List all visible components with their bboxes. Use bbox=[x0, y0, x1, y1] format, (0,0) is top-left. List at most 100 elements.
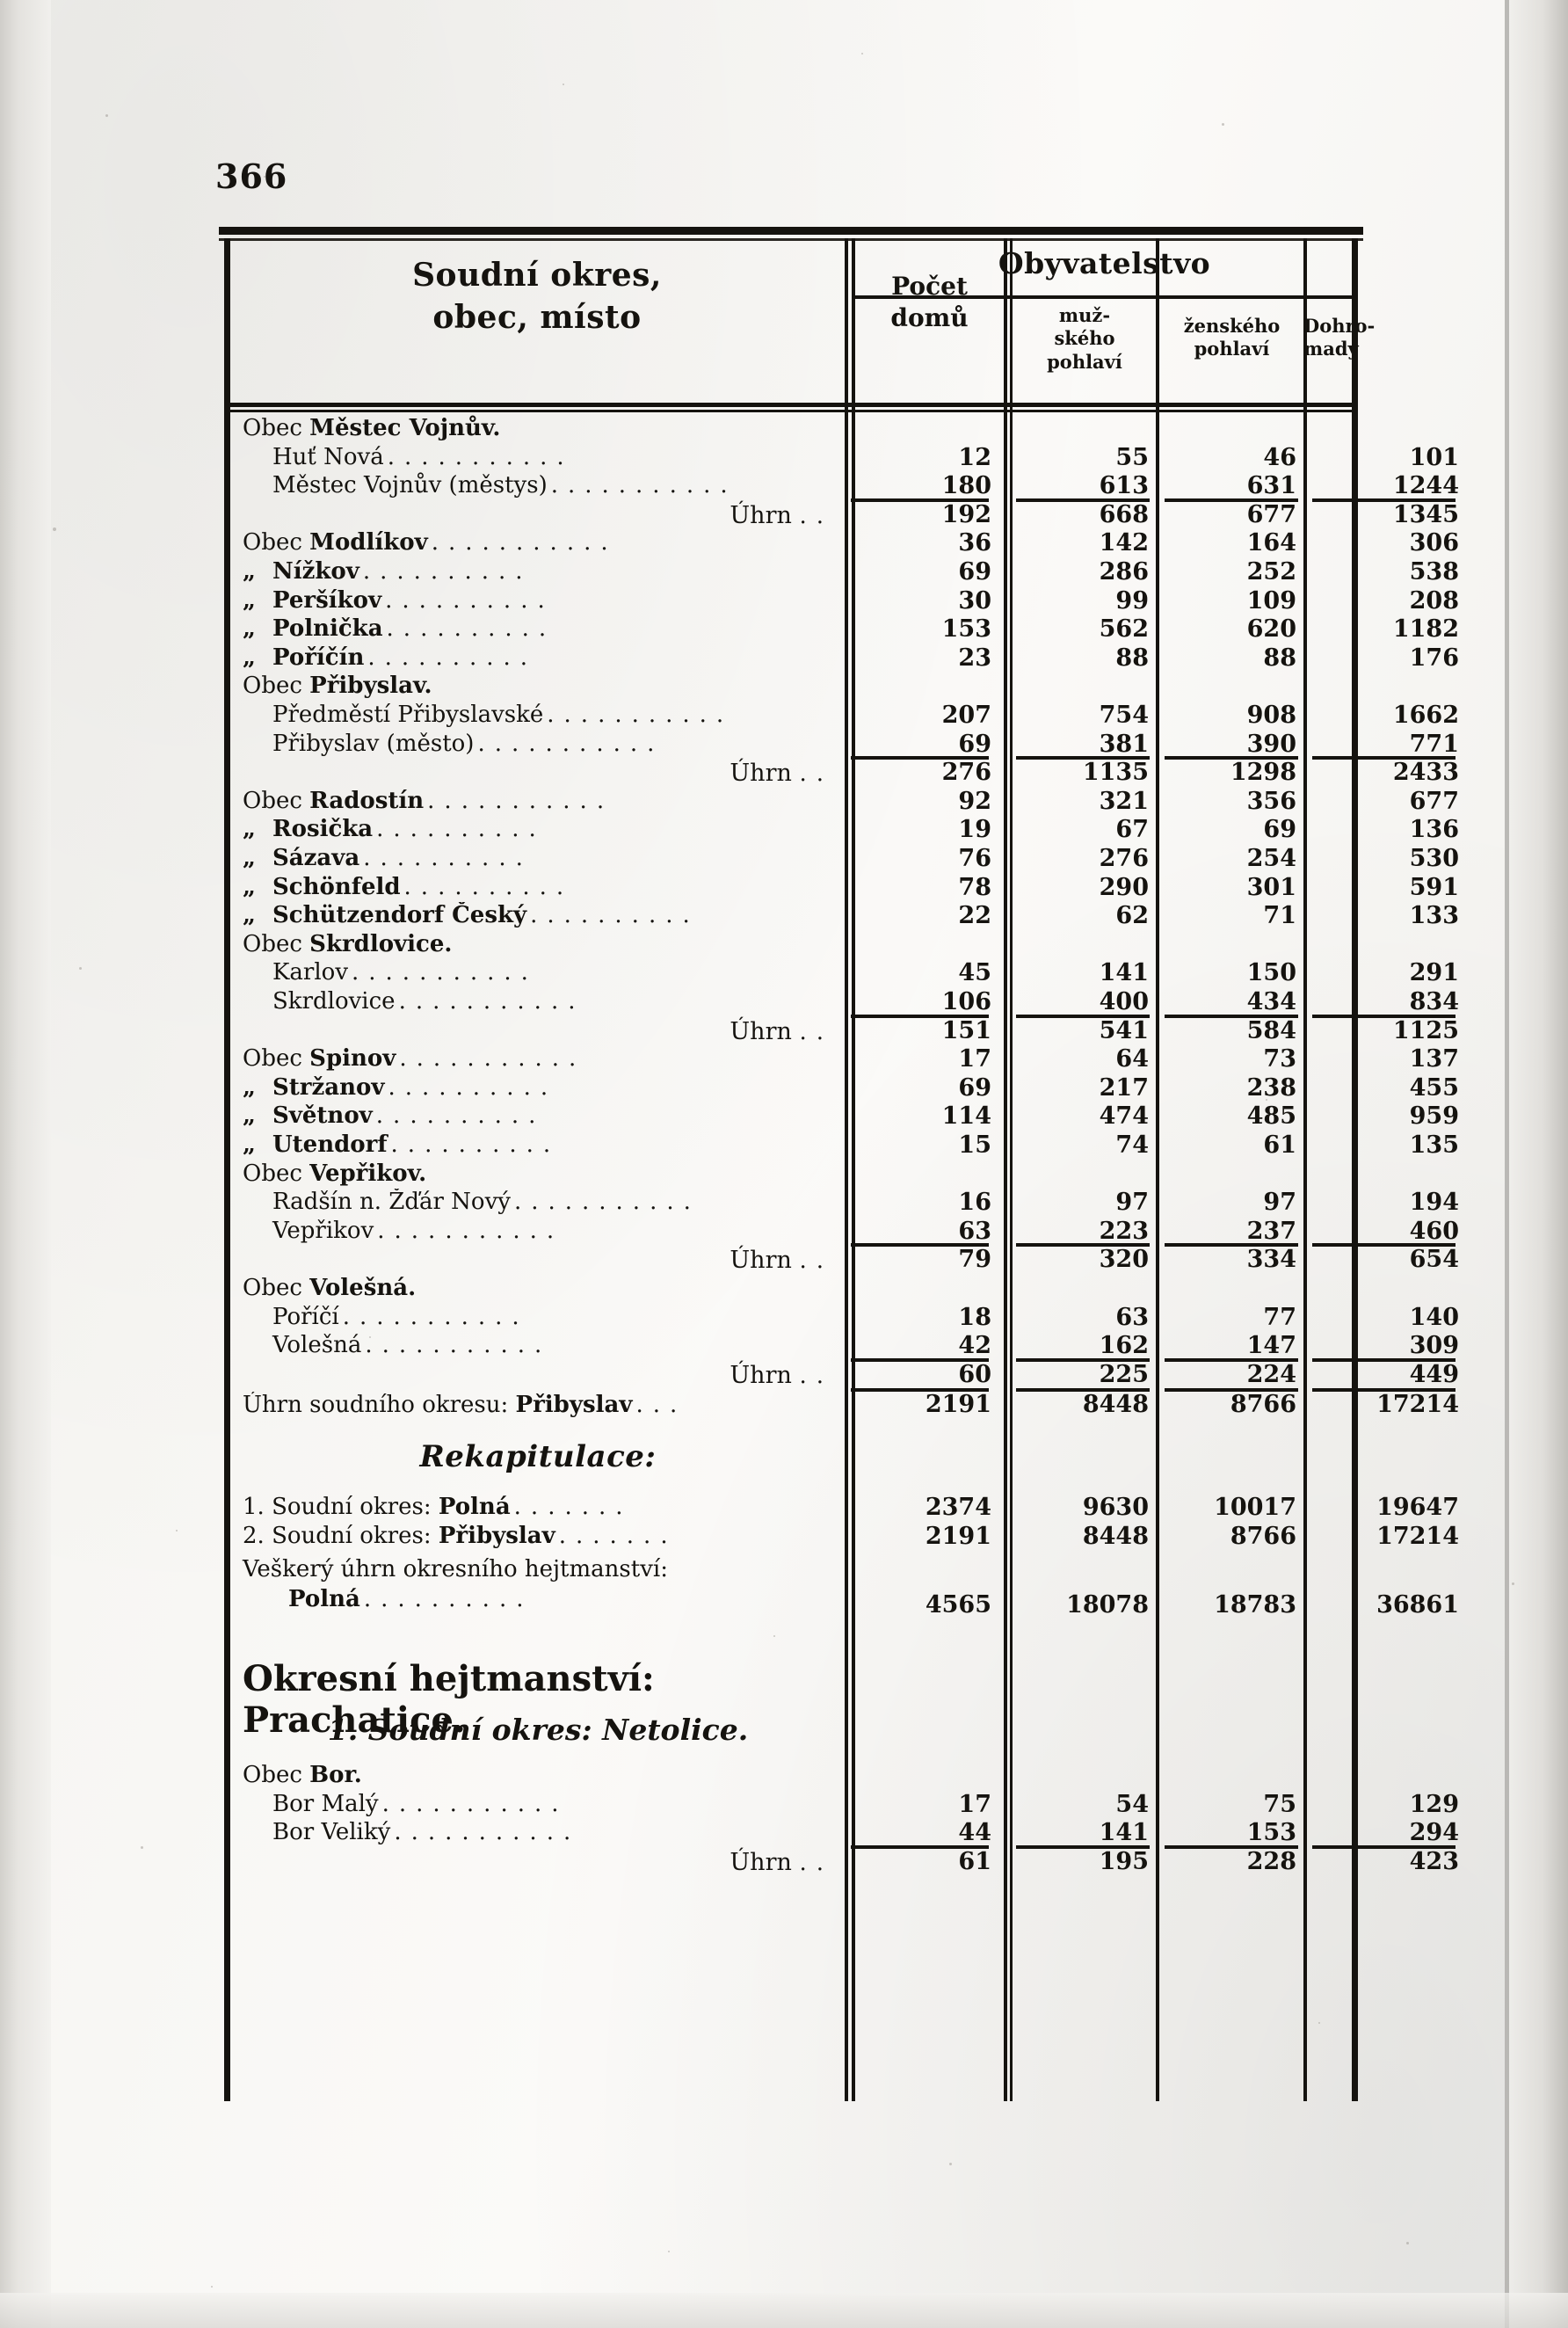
cell-total: 1662 bbox=[1392, 702, 1459, 729]
subtotal-label: Úhrn bbox=[730, 760, 792, 788]
column-separator-1a bbox=[845, 238, 848, 2101]
cell-male: 142 bbox=[1099, 529, 1149, 557]
subtotal-rule bbox=[1165, 1243, 1298, 1248]
court-district-heading: 1. Soudní okres: Netolice. bbox=[327, 1713, 749, 1748]
cell-houses: 92 bbox=[958, 787, 991, 815]
grand-total-name: Polná bbox=[288, 1586, 360, 1613]
table-row: „ Sázava .......... bbox=[243, 845, 833, 873]
cell-houses: 15 bbox=[958, 1131, 991, 1159]
cell-houses: 2191 bbox=[925, 1391, 991, 1419]
leader-dots: ....... bbox=[558, 1522, 678, 1549]
leader-dots: ........... bbox=[398, 988, 585, 1015]
district-total-name: Přibyslav bbox=[515, 1392, 633, 1419]
cell-houses: 106 bbox=[941, 988, 991, 1015]
header-bottom-rule bbox=[224, 403, 1358, 407]
table-row: Předměstí Přibyslavské ........... bbox=[243, 702, 863, 730]
subtotal-rule bbox=[1016, 1014, 1150, 1018]
row-label: Skrdlovice. bbox=[309, 930, 453, 957]
cell-houses: 17 bbox=[958, 1045, 991, 1073]
row-label: Polnička bbox=[272, 615, 383, 643]
cell-houses: 79 bbox=[958, 1246, 991, 1274]
column-header-total-line1: Dohro- bbox=[1303, 315, 1376, 337]
cell-female: 61 bbox=[1263, 1131, 1296, 1159]
cell-houses: 45 bbox=[958, 959, 991, 987]
cell-total: 449 bbox=[1409, 1360, 1459, 1388]
cell-male: 67 bbox=[1115, 816, 1149, 844]
district-total-label: Úhrn soudního okresu: bbox=[243, 1392, 516, 1419]
cell-houses: 78 bbox=[958, 873, 991, 901]
cell-total: 17214 bbox=[1376, 1391, 1459, 1419]
cell-total: 1125 bbox=[1392, 1016, 1459, 1044]
table-row: „ Nížkov .......... bbox=[243, 558, 833, 586]
leader-dots: .......... bbox=[530, 902, 700, 929]
column-header-place: Soudní okres, obec, místo bbox=[233, 255, 841, 338]
ditto-mark: „ bbox=[243, 644, 256, 671]
district-heading: Okresní hejtmanství: Prachatice. bbox=[243, 1658, 655, 1742]
cell-male: 225 bbox=[1099, 1360, 1149, 1388]
cell-male: 290 bbox=[1099, 873, 1149, 901]
leader-dots: .......... bbox=[375, 1102, 546, 1130]
cell-male: 18078 bbox=[1066, 1591, 1149, 1619]
cell-male: 1135 bbox=[1082, 759, 1149, 787]
subtotal-label: Úhrn bbox=[730, 1017, 792, 1045]
column-separator-4 bbox=[1303, 238, 1307, 2101]
row-label: Skrdlovice bbox=[272, 988, 396, 1015]
row-label: Volešná bbox=[272, 1332, 362, 1359]
cell-total: 294 bbox=[1409, 1819, 1459, 1847]
column-header-female-line2: pohlaví bbox=[1194, 338, 1270, 360]
cell-houses: 18 bbox=[958, 1303, 991, 1331]
leader-dots: .......... bbox=[390, 1131, 561, 1158]
cell-male: 62 bbox=[1115, 902, 1149, 930]
cell-houses: 192 bbox=[941, 500, 991, 528]
row-label-prefix: Obec bbox=[243, 930, 310, 957]
cell-male: 88 bbox=[1115, 644, 1149, 672]
cell-female: 356 bbox=[1246, 787, 1296, 815]
leader-dots: ........... bbox=[513, 1189, 701, 1216]
row-label-prefix: Obec bbox=[243, 1762, 310, 1789]
column-header-male-line2: ského bbox=[1054, 327, 1115, 350]
cell-male: 613 bbox=[1099, 472, 1149, 500]
cell-male: 541 bbox=[1099, 1016, 1149, 1044]
subtotal-label: Úhrn bbox=[730, 1361, 792, 1389]
cell-male: 474 bbox=[1099, 1102, 1149, 1131]
cell-female: 584 bbox=[1246, 1016, 1296, 1044]
cell-male: 321 bbox=[1099, 787, 1149, 815]
cell-female: 153 bbox=[1246, 1819, 1296, 1847]
cell-male: 562 bbox=[1099, 615, 1149, 644]
ditto-mark: „ bbox=[243, 1073, 256, 1101]
column-separator-1b bbox=[852, 238, 855, 2101]
column-header-female-line1: ženského bbox=[1183, 315, 1281, 337]
cell-total: 136 bbox=[1409, 816, 1459, 844]
cell-total: 137 bbox=[1409, 1045, 1459, 1073]
cell-houses: 17 bbox=[958, 1790, 991, 1818]
subtotal-rule bbox=[851, 1845, 989, 1849]
leader-dots: ........... bbox=[342, 1303, 529, 1330]
row-label: Stržanov bbox=[272, 1073, 385, 1101]
cell-houses: 207 bbox=[941, 702, 991, 729]
grand-total-label-line1: Veškerý úhrn okresního hejtmanství: bbox=[243, 1556, 668, 1583]
cell-houses: 76 bbox=[958, 845, 991, 872]
cell-female: 18783 bbox=[1214, 1591, 1296, 1619]
cell-houses: 2191 bbox=[925, 1522, 991, 1550]
cell-female: 334 bbox=[1246, 1246, 1296, 1274]
row-label: Spinov bbox=[309, 1045, 396, 1073]
cell-male: 74 bbox=[1115, 1131, 1149, 1159]
table-row: „ Světnov .......... bbox=[243, 1102, 833, 1131]
cell-houses: 180 bbox=[941, 472, 991, 500]
row-label: Nížkov bbox=[272, 558, 359, 585]
leader-dots: .......... bbox=[403, 873, 574, 900]
leader-dots: .. bbox=[799, 1362, 833, 1389]
cell-male: 223 bbox=[1099, 1217, 1149, 1245]
ditto-mark: „ bbox=[243, 586, 256, 614]
cell-houses: 2374 bbox=[925, 1494, 991, 1521]
leader-dots: ........... bbox=[399, 1045, 586, 1073]
table-row: Městec Vojnův (městys) ........... bbox=[243, 472, 863, 500]
cell-female: 75 bbox=[1263, 1790, 1296, 1818]
subtotal-rule bbox=[1016, 1243, 1150, 1248]
leader-dots: .......... bbox=[363, 845, 533, 871]
leader-dots: ........... bbox=[431, 529, 618, 557]
cell-total: 591 bbox=[1409, 873, 1459, 901]
leader-dots: .. bbox=[799, 1018, 833, 1045]
cell-male: 141 bbox=[1099, 1819, 1149, 1847]
subtotal-row-label: Úhrn .. bbox=[243, 502, 837, 529]
